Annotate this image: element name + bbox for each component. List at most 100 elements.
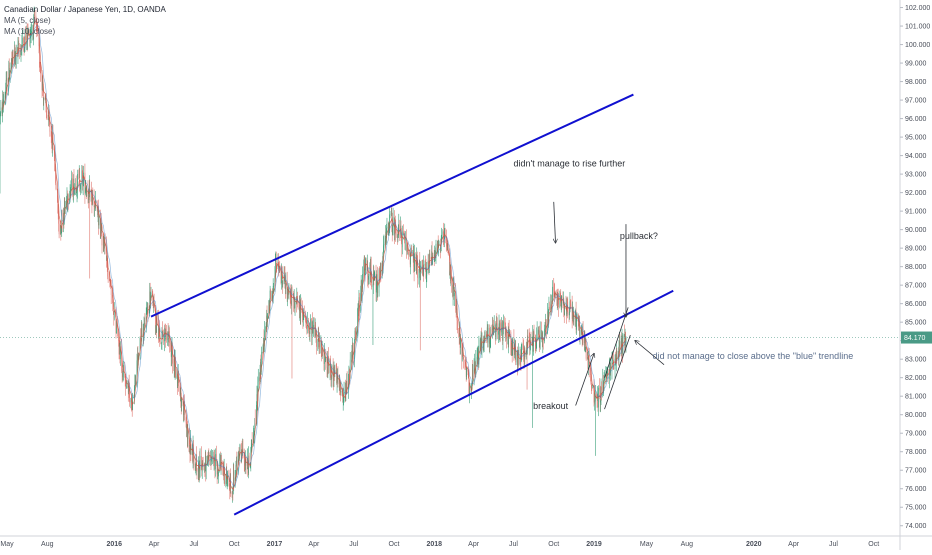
- x-tick-label: 2017: [267, 541, 283, 548]
- annotation-arrow: [576, 354, 594, 406]
- x-tick-label: Aug: [41, 541, 54, 548]
- candle-body: [111, 286, 112, 295]
- y-tick-label: 74.000: [905, 523, 927, 530]
- candle-body: [59, 224, 60, 235]
- x-tick-label: 2019: [586, 541, 602, 548]
- candle-body: [613, 367, 614, 369]
- candle-body: [126, 387, 127, 388]
- candle-body: [310, 319, 311, 326]
- candle-body: [341, 391, 342, 392]
- x-tick-label: May: [640, 541, 654, 548]
- x-tick-label: Apr: [149, 541, 161, 548]
- candle-body: [19, 50, 20, 51]
- candle-body: [537, 330, 538, 338]
- annotation-text: did not manage to close above the "blue"…: [653, 351, 854, 361]
- candle-body: [270, 291, 271, 300]
- candle-body: [604, 378, 605, 380]
- candle-body: [40, 68, 41, 72]
- y-tick-label: 90.000: [905, 227, 927, 234]
- candle-body: [521, 344, 522, 350]
- candle-body: [457, 320, 458, 330]
- x-tick-label: 2018: [426, 541, 442, 548]
- y-tick-label: 87.000: [905, 283, 927, 290]
- candle-body: [377, 287, 378, 292]
- candle-body: [347, 381, 348, 389]
- x-tick-label: Jul: [349, 541, 358, 548]
- indicator-ma10[interactable]: MA (10, close): [4, 26, 166, 37]
- candle-body: [215, 454, 216, 469]
- y-tick-label: 91.000: [905, 209, 927, 216]
- x-tick-label: Aug: [681, 541, 694, 548]
- y-tick-label: 81.000: [905, 394, 927, 401]
- candle-body: [197, 468, 198, 471]
- candle-body: [616, 350, 617, 359]
- candle-body: [552, 287, 553, 301]
- candle-body: [453, 283, 454, 296]
- y-tick-label: 77.000: [905, 468, 927, 475]
- candle-body: [56, 183, 57, 189]
- y-tick-label: 96.000: [905, 116, 927, 123]
- candle-body: [22, 38, 23, 44]
- y-tick-label: 95.000: [905, 135, 927, 142]
- y-tick-label: 78.000: [905, 449, 927, 456]
- last-price-label: 84.170: [904, 335, 926, 342]
- candle-body: [405, 239, 406, 240]
- candle-body: [402, 231, 403, 247]
- candle-body: [298, 303, 299, 305]
- candle-body: [408, 252, 409, 255]
- candle-body: [122, 371, 123, 373]
- candle-body: [414, 253, 415, 271]
- candle-body: [142, 328, 143, 337]
- candle-body: [160, 342, 161, 343]
- candle-body: [571, 304, 572, 306]
- candle-body: [368, 276, 369, 280]
- annotation-text: breakout: [533, 401, 569, 411]
- candle-body: [466, 367, 467, 376]
- x-tick-label: 2016: [106, 541, 122, 548]
- candle-body: [564, 305, 565, 314]
- candle-body: [561, 296, 562, 307]
- upper-trendline: [151, 95, 633, 317]
- candle-body: [194, 456, 195, 465]
- candle-body: [249, 456, 250, 467]
- y-tick-label: 100.000: [905, 42, 930, 49]
- candle-body: [186, 417, 187, 422]
- candle-body: [252, 441, 253, 443]
- candle-body: [233, 472, 234, 487]
- candle-body: [430, 254, 431, 259]
- candle-body: [601, 387, 602, 391]
- y-tick-label: 79.000: [905, 431, 927, 438]
- candle-body: [569, 312, 570, 315]
- x-tick-label: Jul: [189, 541, 198, 548]
- y-tick-label: 85.000: [905, 320, 927, 327]
- candle-body: [318, 342, 319, 347]
- candle-body: [454, 293, 455, 296]
- y-tick-label: 93.000: [905, 172, 927, 179]
- y-tick-label: 83.000: [905, 357, 927, 364]
- x-tick-label: Apr: [468, 541, 480, 548]
- candle-body: [592, 387, 593, 388]
- chart-title: Canadian Dollar / Japanese Yen, 1D, OAND…: [4, 4, 166, 15]
- x-tick-label: Oct: [548, 541, 559, 548]
- y-tick-label: 80.000: [905, 412, 927, 419]
- candles-group: [0, 7, 626, 503]
- candle-body: [80, 185, 81, 189]
- candle-body: [71, 178, 72, 188]
- candle-body: [1, 107, 2, 112]
- candle-body: [390, 214, 391, 215]
- y-tick-label: 88.000: [905, 264, 927, 271]
- indicator-ma5[interactable]: MA (5, close): [4, 15, 166, 26]
- x-tick-label: Apr: [308, 541, 320, 548]
- candle-body: [465, 360, 466, 362]
- candle-body: [591, 375, 592, 384]
- y-tick-label: 99.000: [905, 61, 927, 68]
- candle-body: [325, 358, 326, 359]
- x-tick-label: Oct: [389, 541, 400, 548]
- candle-body: [387, 227, 388, 229]
- x-tick-label: May: [0, 541, 14, 548]
- candle-body: [50, 124, 51, 132]
- candle-body: [442, 232, 443, 235]
- candle-body: [396, 232, 397, 235]
